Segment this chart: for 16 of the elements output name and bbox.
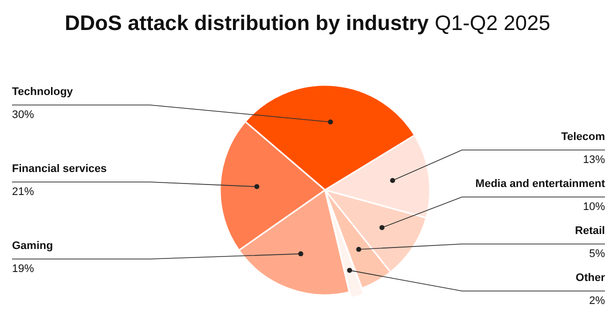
slice-label: Financial services	[12, 163, 107, 175]
slice-label: Gaming	[12, 240, 53, 252]
data-label: 2%	[589, 295, 606, 307]
data-label: 21%	[12, 186, 34, 198]
slice-label: Other	[576, 272, 606, 284]
data-label: 30%	[12, 109, 34, 121]
data-label: 5%	[589, 248, 606, 260]
data-label: 13%	[582, 154, 606, 166]
data-label: 19%	[12, 263, 34, 275]
slice-label: Retail	[575, 225, 605, 237]
chart-title: DDoS attack distribution by industry	[64, 12, 430, 35]
chart-subtitle: Q1-Q2 2025	[434, 12, 550, 35]
slice-label: Media and entertainment	[475, 178, 606, 190]
data-label: 10%	[582, 201, 606, 213]
slice-label: Technology	[12, 86, 74, 98]
slice-label: Telecom	[561, 131, 606, 143]
